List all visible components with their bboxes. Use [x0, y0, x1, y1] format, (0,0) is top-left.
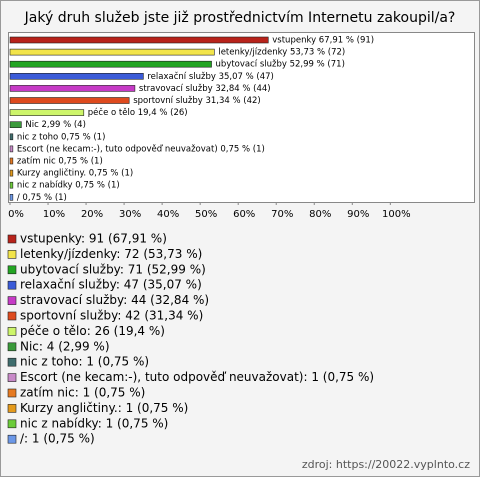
legend-swatch [7, 404, 17, 413]
legend-label: zatím nic: 1 (0,75 %) [20, 386, 145, 400]
bar [9, 194, 14, 201]
x-tick-label: 90% [347, 209, 369, 220]
legend-swatch [7, 280, 17, 290]
legend-swatch [7, 388, 17, 398]
bar [9, 109, 85, 116]
data-label: / 0,75 % (1) [17, 193, 67, 203]
bar [9, 181, 14, 189]
plot-frame [8, 32, 475, 203]
data-label: Nic 2,99 % (4) [25, 120, 86, 130]
bar [9, 169, 14, 177]
x-tick-label: 30% [119, 209, 141, 220]
legend-label: letenky/jízdenky: 72 (53,73 %) [20, 247, 202, 261]
legend-swatch [7, 434, 17, 444]
data-label: sportovní služby 31,34 % (42) [133, 96, 261, 106]
x-tick-label: 20% [81, 209, 103, 220]
legend-swatch [7, 296, 17, 305]
x-tick-label: 50% [195, 209, 217, 220]
legend-label: vstupenky: 91 (67,91 %) [20, 232, 167, 246]
x-tick-label: 70% [271, 209, 293, 220]
legend-label: stravovací služby: 44 (32,84 %) [20, 293, 209, 307]
bar [9, 133, 14, 141]
chart-title: Jaký druh služeb jste již prostřednictví… [24, 10, 456, 26]
x-tick-label: 60% [233, 209, 255, 220]
legend-label: nic z toho: 1 (0,75 %) [20, 355, 149, 369]
bar [9, 73, 144, 80]
legend-swatch [7, 342, 17, 352]
x-tick-label: 100% [382, 209, 411, 220]
legend-swatch [7, 327, 17, 336]
legend-swatch [7, 250, 17, 259]
legend-label: Kurzy angličtiny.: 1 (0,75 %) [20, 401, 188, 415]
legend-swatch [7, 357, 17, 367]
legend-swatch [7, 419, 17, 429]
data-label: péče o tělo 19,4 % (26) [88, 107, 188, 118]
legend-swatch [7, 265, 17, 275]
data-label: ubytovací služby 52,99 % (71) [216, 60, 345, 70]
legend-label: relaxační služby: 47 (35,07 %) [20, 278, 202, 292]
bar [9, 85, 136, 92]
data-label: zatím nic 0,75 % (1) [17, 157, 103, 167]
data-label: letenky/jízdenky 53,73 % (72) [218, 48, 345, 58]
bar [9, 121, 22, 128]
x-tick-label: 10% [43, 209, 65, 220]
legend-swatch [7, 373, 17, 382]
bar [9, 145, 14, 153]
data-label: vstupenky 67,91 % (91) [272, 36, 374, 46]
data-label: stravovací služby 32,84 % (44) [139, 84, 271, 94]
data-label: relaxační služby 35,07 % (47) [147, 71, 274, 82]
legend-label: ubytovací služby: 71 (52,99 %) [20, 262, 206, 276]
legend-label: /: 1 (0,75 %) [20, 432, 95, 446]
x-tick-label: 40% [157, 209, 179, 220]
legend-label: Nic: 4 (2,99 %) [20, 339, 110, 353]
data-label: nic z nabídky 0,75 % (1) [17, 181, 120, 191]
bar [9, 48, 215, 56]
bar [9, 60, 212, 68]
data-label: nic z toho 0,75 % (1) [17, 132, 106, 142]
legend-swatch [7, 234, 17, 244]
bar [9, 97, 130, 104]
data-label: Escort (ne kecam:-), tuto odpověď neuvaž… [17, 144, 265, 154]
legend-label: péče o tělo: 26 (19,4 %) [20, 324, 165, 338]
legend-label: sportovní služby: 42 (31,34 %) [20, 309, 203, 323]
x-tick-label: 0% [8, 209, 24, 220]
source: zdroj: https://20022.vyplnto.cz [302, 458, 470, 471]
bar [9, 36, 269, 44]
legend-swatch [7, 311, 17, 321]
bar [9, 157, 14, 165]
x-tick-label: 80% [309, 209, 331, 220]
data-label: Kurzy angličtiny. 0,75 % (1) [17, 168, 133, 179]
legend-label: Escort (ne kecam:-), tuto odpověď neuvaž… [20, 370, 374, 384]
legend-label: nic z nabídky: 1 (0,75 %) [20, 416, 168, 430]
